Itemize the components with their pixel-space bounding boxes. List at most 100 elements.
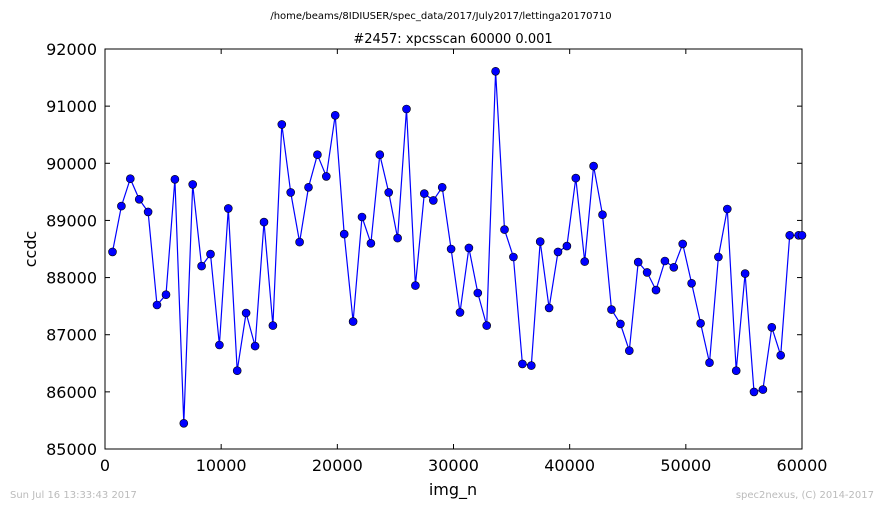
data-point bbox=[215, 340, 224, 350]
x-tick-label: 50000 bbox=[660, 456, 711, 475]
data-point bbox=[633, 257, 643, 267]
data-point bbox=[375, 150, 385, 159]
data-point bbox=[313, 150, 322, 159]
data-point bbox=[705, 358, 714, 368]
data-point bbox=[660, 256, 670, 266]
y-tick-label: 88000 bbox=[46, 269, 97, 288]
data-point bbox=[170, 175, 180, 184]
data-point bbox=[277, 120, 287, 129]
data-point bbox=[500, 225, 509, 234]
data-point bbox=[348, 317, 358, 326]
y-tick-label: 87000 bbox=[46, 326, 97, 345]
data-point bbox=[651, 285, 661, 295]
data-point bbox=[295, 237, 304, 247]
data-point bbox=[143, 207, 153, 217]
data-point bbox=[491, 67, 500, 76]
data-point bbox=[797, 231, 807, 240]
footer-credit: spec2nexus, (C) 2014-2017 bbox=[736, 490, 874, 501]
data-point bbox=[250, 341, 260, 351]
data-point bbox=[161, 290, 171, 300]
y-axis-label: ccdc bbox=[21, 231, 40, 268]
x-tick-label: 0 bbox=[100, 456, 110, 475]
data-point bbox=[731, 366, 741, 376]
data-point bbox=[740, 269, 750, 278]
data-point bbox=[241, 308, 251, 318]
data-point bbox=[669, 262, 679, 272]
data-point bbox=[580, 257, 590, 266]
data-point bbox=[393, 233, 402, 243]
data-point bbox=[758, 385, 768, 394]
data-point bbox=[482, 321, 492, 330]
data-point bbox=[473, 288, 483, 298]
data-point bbox=[607, 305, 616, 314]
data-point bbox=[384, 188, 394, 197]
data-point bbox=[616, 319, 625, 329]
file-path: /home/beams/8IDIUSER/spec_data/2017/July… bbox=[270, 11, 611, 22]
data-point bbox=[776, 350, 786, 360]
data-point bbox=[678, 239, 688, 249]
data-point bbox=[767, 322, 777, 332]
data-point bbox=[188, 180, 197, 189]
data-point bbox=[268, 321, 278, 330]
ticks-layer: 0 10000 20000 30000 40000 50000 60000 85000 8600… bbox=[46, 40, 827, 475]
data-point bbox=[286, 188, 296, 197]
y-tick-label: 92000 bbox=[46, 40, 97, 59]
x-tick-label: 10000 bbox=[196, 456, 247, 475]
data-point bbox=[687, 278, 696, 288]
y-tick-label: 86000 bbox=[46, 383, 97, 402]
x-tick-label: 30000 bbox=[428, 456, 479, 475]
y-tick-label: 90000 bbox=[46, 154, 97, 173]
series-layer bbox=[108, 67, 807, 428]
data-point bbox=[535, 237, 545, 246]
data-point bbox=[749, 387, 759, 397]
y-tick-label: 91000 bbox=[46, 97, 97, 116]
footer-timestamp: Sun Jul 16 13:33:43 2017 bbox=[10, 490, 137, 501]
data-point bbox=[304, 183, 313, 192]
data-point bbox=[598, 210, 607, 219]
data-point bbox=[357, 212, 367, 222]
data-point bbox=[259, 217, 269, 227]
data-point bbox=[571, 173, 581, 183]
data-point bbox=[464, 243, 474, 253]
data-point bbox=[509, 252, 518, 262]
data-point bbox=[518, 359, 527, 369]
x-tick-label: 20000 bbox=[312, 456, 363, 475]
data-point bbox=[330, 111, 340, 120]
y-tick-label: 89000 bbox=[46, 211, 97, 230]
data-point bbox=[785, 231, 795, 240]
data-point bbox=[411, 281, 420, 290]
data-point bbox=[402, 104, 411, 114]
data-point bbox=[232, 366, 242, 376]
data-point bbox=[117, 201, 126, 211]
data-point bbox=[179, 418, 189, 428]
data-point bbox=[446, 244, 456, 254]
data-point bbox=[722, 204, 732, 214]
data-point bbox=[624, 346, 634, 356]
data-point bbox=[152, 300, 162, 310]
data-point bbox=[197, 261, 206, 271]
y-tick-label: 85000 bbox=[46, 440, 97, 459]
x-tick-label: 40000 bbox=[544, 456, 595, 475]
data-point bbox=[455, 308, 465, 317]
data-point bbox=[589, 161, 598, 171]
data-point bbox=[428, 196, 438, 205]
data-point bbox=[126, 174, 135, 183]
data-point bbox=[544, 303, 554, 313]
data-point bbox=[553, 247, 563, 257]
data-point bbox=[437, 183, 447, 192]
data-point bbox=[206, 249, 215, 259]
data-point bbox=[419, 189, 429, 198]
data-point bbox=[108, 247, 117, 257]
data-point bbox=[714, 252, 723, 262]
data-point bbox=[366, 239, 376, 248]
data-point bbox=[134, 195, 144, 204]
x-axis-label: img_n bbox=[429, 480, 477, 500]
chart-title: #2457: xpcsscan 60000 0.001 bbox=[353, 32, 552, 47]
data-point bbox=[562, 241, 572, 251]
data-point bbox=[696, 318, 705, 328]
data-point bbox=[224, 204, 233, 213]
data-point bbox=[339, 229, 349, 239]
data-point bbox=[642, 268, 652, 277]
data-point bbox=[526, 361, 536, 370]
